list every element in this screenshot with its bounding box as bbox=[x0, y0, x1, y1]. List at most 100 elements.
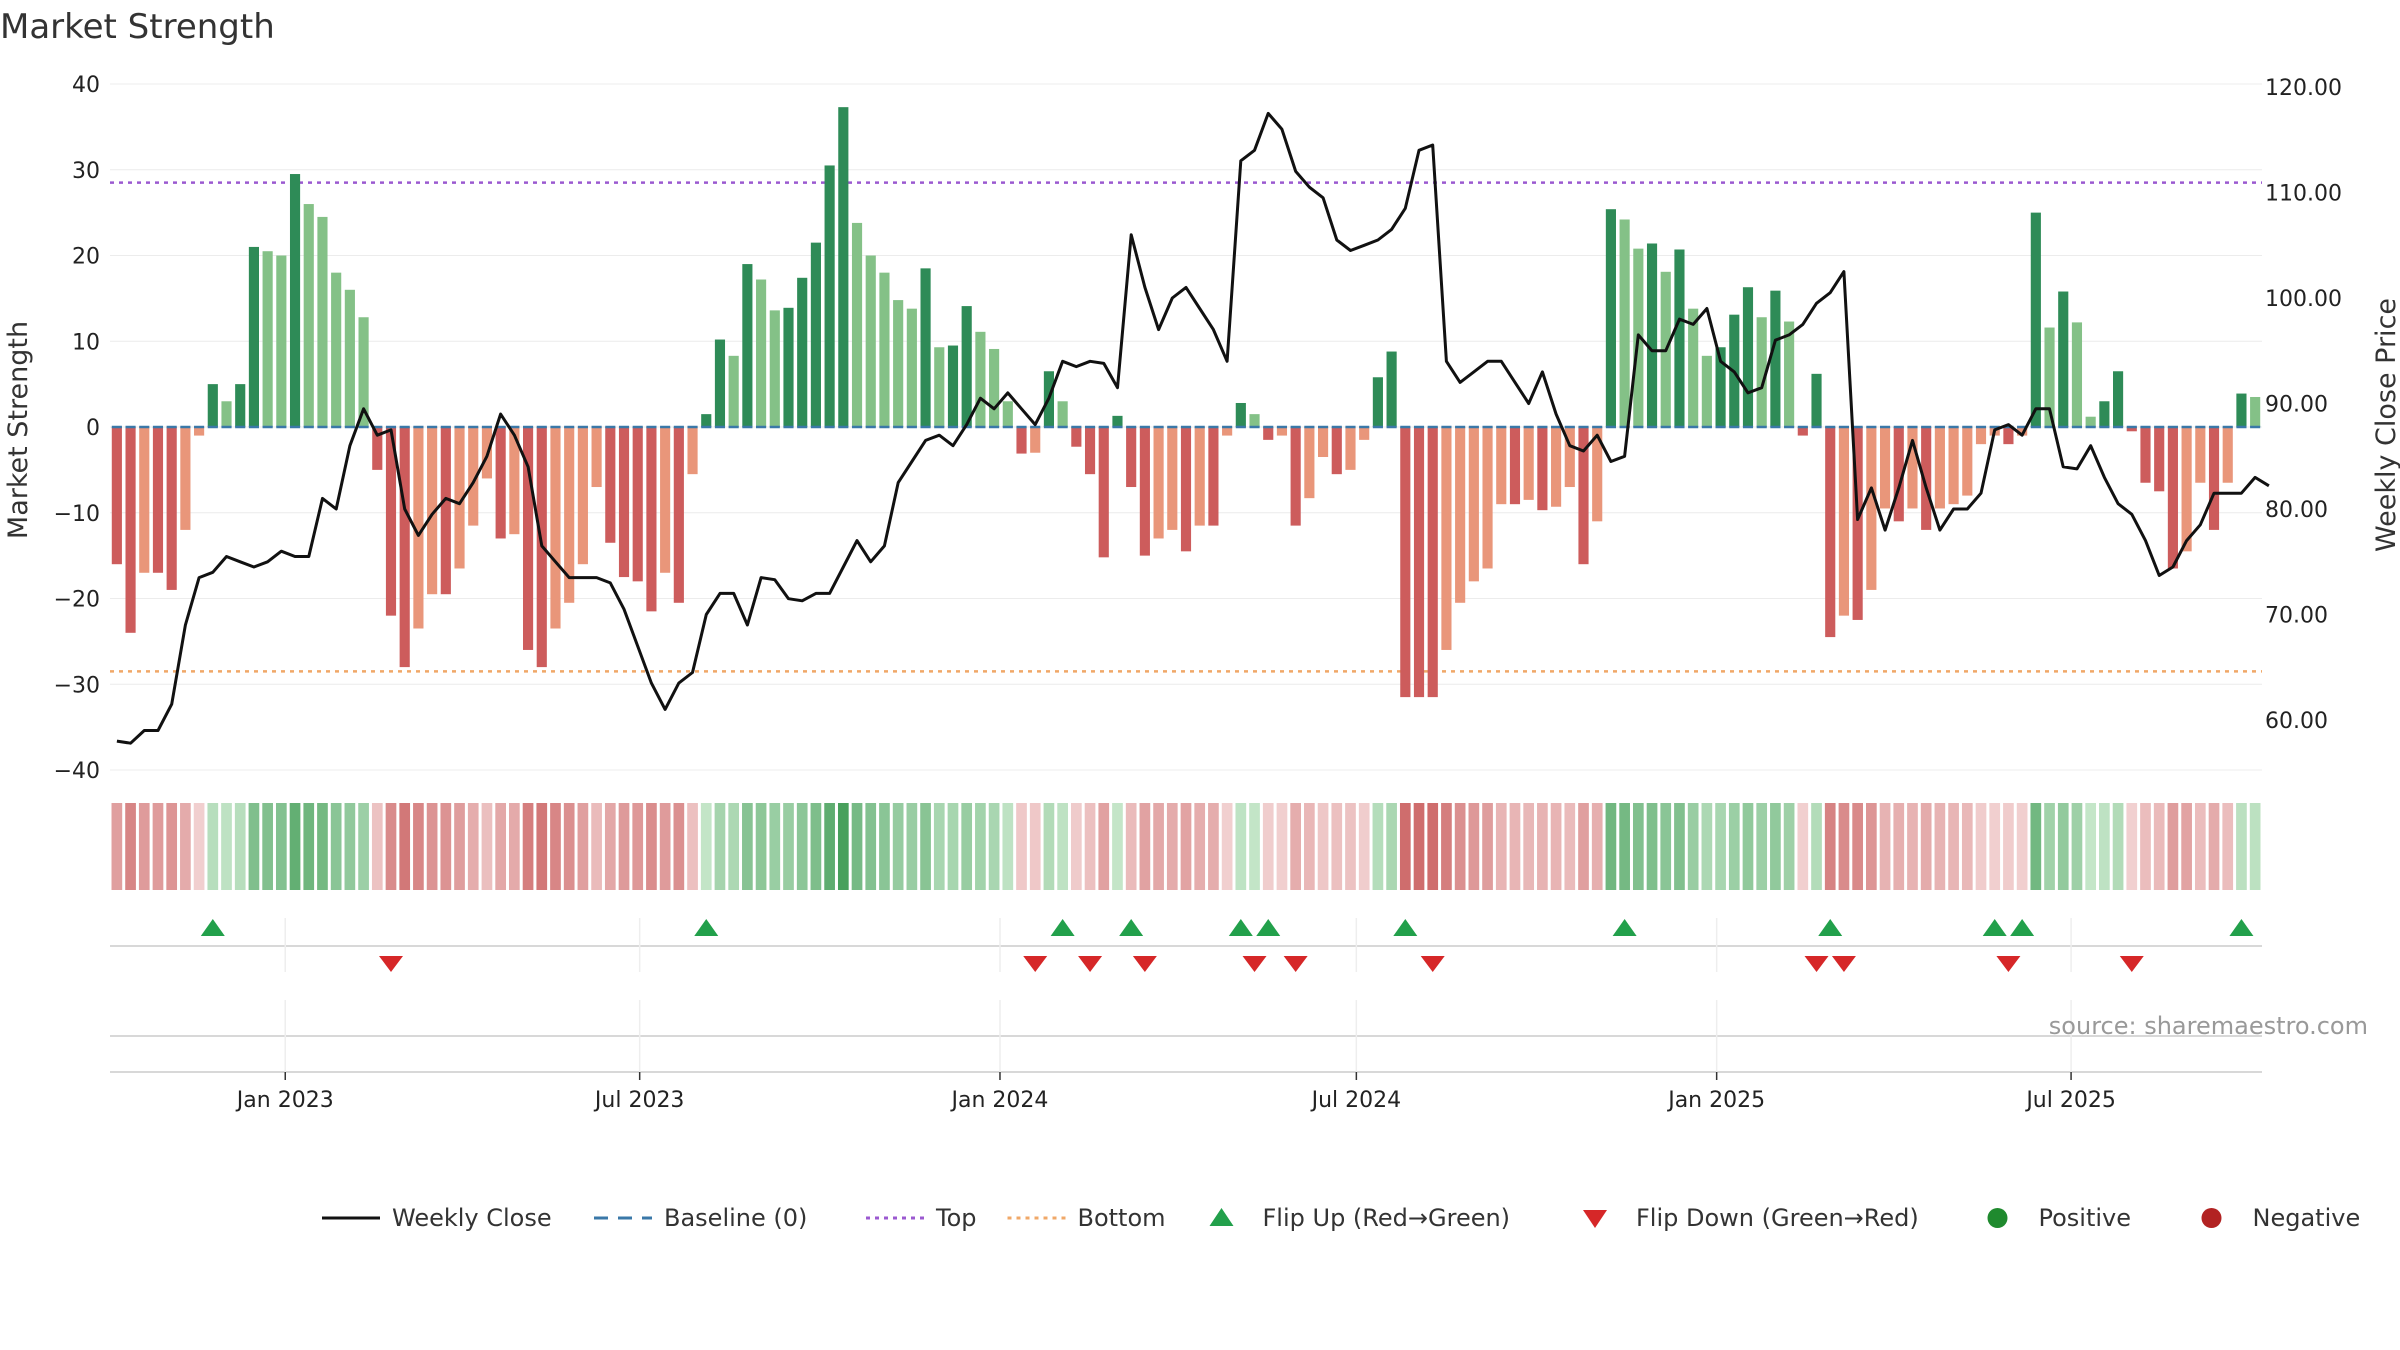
strength-bar bbox=[1537, 427, 1548, 511]
strength-bar bbox=[1825, 427, 1836, 638]
heat-cell bbox=[2044, 803, 2055, 890]
strength-bar bbox=[591, 427, 602, 488]
left-axis-ticks: 40 30 20 10 0 −10 −20 −30 −40 bbox=[54, 73, 100, 784]
strength-bar bbox=[1592, 427, 1603, 522]
strength-bar bbox=[1427, 427, 1438, 698]
heat-cell bbox=[2057, 803, 2069, 890]
heat-cell bbox=[344, 803, 356, 890]
strength-bar bbox=[413, 427, 424, 629]
heat-cell bbox=[1660, 803, 1672, 890]
heat-cell bbox=[413, 803, 424, 890]
heat-cell bbox=[824, 803, 835, 890]
legend-label: Weekly Close bbox=[392, 1204, 552, 1232]
heat-cell bbox=[988, 803, 1000, 890]
strength-bar bbox=[824, 165, 835, 427]
strength-bar bbox=[838, 107, 849, 427]
flip-up-marker bbox=[200, 919, 225, 936]
heat-cell bbox=[728, 803, 740, 890]
heat-cell bbox=[1879, 803, 1891, 890]
strength-bar bbox=[1002, 401, 1013, 427]
heat-cell bbox=[1249, 803, 1260, 890]
heat-cell bbox=[1920, 803, 1932, 890]
heat-cell bbox=[659, 803, 671, 890]
legend-swatch bbox=[1987, 1208, 2008, 1228]
heat-cell bbox=[632, 803, 644, 890]
flip-down-marker bbox=[378, 956, 403, 972]
strength-bar bbox=[1948, 427, 1959, 505]
heat-cell bbox=[1632, 803, 1644, 890]
strength-bar bbox=[2250, 396, 2261, 427]
heat-cell bbox=[1427, 803, 1439, 890]
heat-cell bbox=[371, 803, 383, 890]
strength-bar bbox=[385, 427, 397, 616]
strength-bar bbox=[1866, 427, 1877, 590]
strength-bar bbox=[1756, 317, 1767, 427]
heat-cell bbox=[2016, 803, 2028, 890]
strength-bar bbox=[742, 264, 753, 427]
legend-label: Flip Up (Red→Green) bbox=[1263, 1204, 1511, 1232]
heat-cell bbox=[2030, 803, 2042, 890]
legend-label: Top bbox=[935, 1204, 977, 1232]
heat-cell bbox=[221, 803, 232, 890]
legend-label: Negative bbox=[2253, 1204, 2361, 1232]
flip-up-marker bbox=[2010, 919, 2035, 936]
strength-bar bbox=[810, 242, 821, 427]
strength-bar bbox=[276, 255, 287, 427]
flip-down-marker bbox=[1996, 956, 2021, 972]
strength-bar bbox=[906, 308, 917, 427]
threshold-lines bbox=[110, 181, 2262, 673]
heat-cell bbox=[1454, 803, 1466, 890]
heat-cell bbox=[783, 803, 794, 890]
heat-cell bbox=[234, 803, 246, 890]
heat-cell bbox=[2140, 803, 2151, 890]
heat-cell bbox=[1523, 803, 1535, 890]
heat-cell bbox=[1934, 803, 1946, 890]
x-tick-label: Jan 2025 bbox=[1666, 1088, 1765, 1113]
heat-cell bbox=[1482, 803, 1493, 890]
strength-bar bbox=[1249, 414, 1260, 427]
strength-bar bbox=[1194, 427, 1205, 526]
heat-cell bbox=[1112, 803, 1123, 890]
strength-bar bbox=[1468, 427, 1479, 582]
strength-bar bbox=[1263, 427, 1274, 440]
strength-bar bbox=[2140, 427, 2151, 483]
flip-down-marker bbox=[1420, 956, 1445, 972]
heat-cell bbox=[1441, 803, 1452, 890]
legend-item: Negative bbox=[2201, 1204, 2361, 1232]
strength-bar bbox=[2085, 416, 2096, 427]
heat-cell bbox=[1687, 803, 1699, 890]
heat-cell bbox=[303, 803, 315, 890]
heat-cell bbox=[248, 803, 260, 890]
heat-cell bbox=[563, 803, 575, 890]
heat-cell bbox=[1961, 803, 1973, 890]
strength-bar bbox=[207, 384, 218, 427]
strength-bar bbox=[139, 427, 150, 573]
heat-cell bbox=[207, 803, 219, 890]
strength-bar bbox=[125, 427, 136, 633]
heat-cell bbox=[385, 803, 397, 890]
legend-swatch bbox=[2201, 1208, 2222, 1228]
lower-panel bbox=[110, 1035, 2262, 1073]
heat-cell bbox=[2249, 803, 2261, 890]
strength-bar bbox=[2181, 427, 2192, 552]
heat-cell bbox=[906, 803, 918, 890]
heat-cell bbox=[317, 803, 328, 890]
heat-cell bbox=[961, 803, 973, 890]
heat-cell bbox=[892, 803, 904, 890]
left-tick-label: −10 bbox=[54, 502, 100, 527]
strength-bar bbox=[920, 268, 931, 427]
strength-bar bbox=[1180, 427, 1192, 552]
heat-cell bbox=[1591, 803, 1603, 890]
heat-cell bbox=[1399, 803, 1411, 890]
heat-cell bbox=[330, 803, 342, 890]
heat-cell bbox=[1605, 803, 1617, 890]
heat-cell bbox=[2085, 803, 2097, 890]
heat-cell bbox=[2181, 803, 2192, 890]
heat-cell bbox=[1509, 803, 1521, 890]
strength-bar bbox=[879, 272, 890, 427]
strength-bar bbox=[1167, 427, 1178, 530]
strength-bar bbox=[344, 289, 355, 427]
strength-bar bbox=[522, 427, 534, 650]
strength-bar bbox=[1715, 347, 1726, 427]
heat-cell bbox=[2236, 803, 2247, 890]
